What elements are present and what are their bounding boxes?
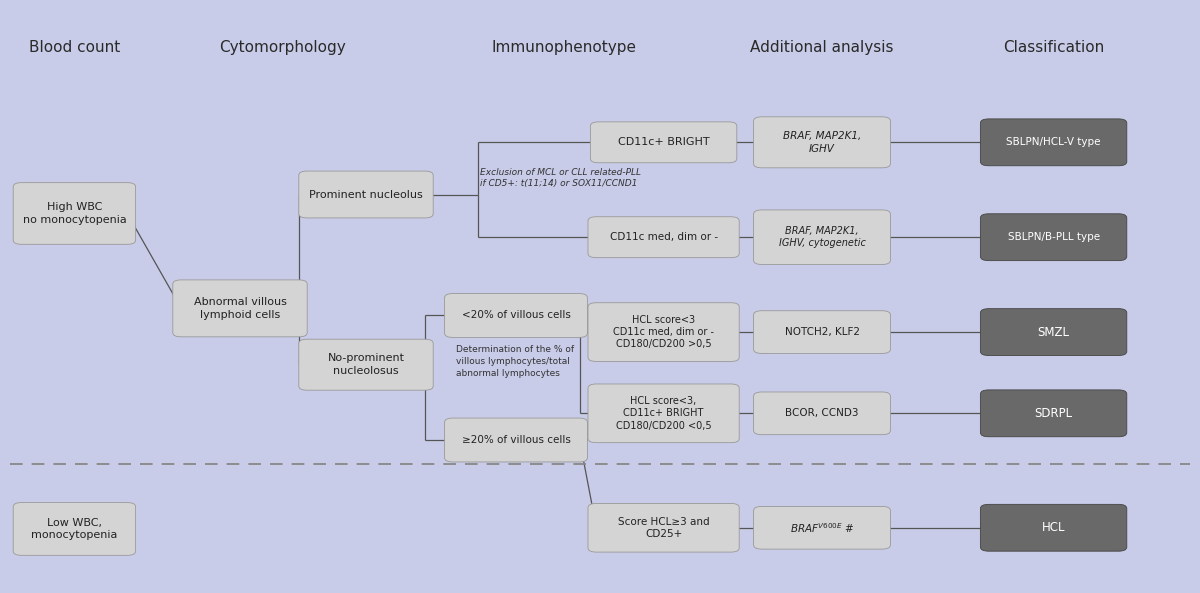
Text: Blood count: Blood count bbox=[29, 40, 120, 55]
Text: Determination of the % of
villous lymphocytes/total
abnormal lymphocytes: Determination of the % of villous lympho… bbox=[456, 346, 574, 378]
Text: NOTCH2, KLF2: NOTCH2, KLF2 bbox=[785, 327, 859, 337]
Text: SMZL: SMZL bbox=[1038, 326, 1069, 339]
FancyBboxPatch shape bbox=[754, 210, 890, 264]
Text: Additional analysis: Additional analysis bbox=[750, 40, 894, 55]
FancyBboxPatch shape bbox=[754, 506, 890, 549]
Text: $\it{BRAF}$$^{\it{V600E}}$ #: $\it{BRAF}$$^{\it{V600E}}$ # bbox=[790, 521, 854, 535]
Text: BRAF, MAP2K1,
IGHV: BRAF, MAP2K1, IGHV bbox=[782, 131, 862, 154]
Text: No-prominent
nucleolosus: No-prominent nucleolosus bbox=[328, 353, 404, 376]
Text: ≥20% of villous cells: ≥20% of villous cells bbox=[462, 435, 570, 445]
FancyBboxPatch shape bbox=[980, 504, 1127, 551]
FancyBboxPatch shape bbox=[754, 117, 890, 168]
FancyBboxPatch shape bbox=[588, 216, 739, 257]
FancyBboxPatch shape bbox=[173, 280, 307, 337]
FancyBboxPatch shape bbox=[299, 339, 433, 390]
FancyBboxPatch shape bbox=[13, 503, 136, 555]
FancyBboxPatch shape bbox=[754, 311, 890, 353]
Text: <20% of villous cells: <20% of villous cells bbox=[462, 311, 570, 320]
FancyBboxPatch shape bbox=[13, 183, 136, 244]
Text: BCOR, CCND3: BCOR, CCND3 bbox=[785, 409, 859, 418]
Text: CD11c+ BRIGHT: CD11c+ BRIGHT bbox=[618, 138, 709, 147]
FancyBboxPatch shape bbox=[980, 119, 1127, 165]
FancyBboxPatch shape bbox=[299, 171, 433, 218]
Text: Immunophenotype: Immunophenotype bbox=[492, 40, 636, 55]
FancyBboxPatch shape bbox=[139, 0, 426, 593]
Text: High WBC
no monocytopenia: High WBC no monocytopenia bbox=[23, 202, 126, 225]
FancyBboxPatch shape bbox=[413, 0, 715, 593]
Text: Prominent nucleolus: Prominent nucleolus bbox=[310, 190, 422, 199]
FancyBboxPatch shape bbox=[980, 214, 1127, 261]
Text: SBLPN/HCL-V type: SBLPN/HCL-V type bbox=[1007, 138, 1100, 147]
FancyBboxPatch shape bbox=[445, 418, 588, 462]
Text: Cytomorphology: Cytomorphology bbox=[218, 40, 346, 55]
Text: SBLPN/B-PLL type: SBLPN/B-PLL type bbox=[1008, 232, 1099, 242]
Text: HCL score<3
CD11c med, dim or -
CD180/CD200 >0,5: HCL score<3 CD11c med, dim or - CD180/CD… bbox=[613, 315, 714, 349]
FancyBboxPatch shape bbox=[930, 0, 1200, 593]
FancyBboxPatch shape bbox=[754, 392, 890, 435]
FancyBboxPatch shape bbox=[445, 294, 588, 337]
Text: Abnormal villous
lymphoid cells: Abnormal villous lymphoid cells bbox=[193, 297, 287, 320]
Text: HCL score<3,
CD11c+ BRIGHT
CD180/CD200 <0,5: HCL score<3, CD11c+ BRIGHT CD180/CD200 <… bbox=[616, 396, 712, 431]
Text: BRAF, MAP2K1,
IGHV, cytogenetic: BRAF, MAP2K1, IGHV, cytogenetic bbox=[779, 226, 865, 248]
Text: Classification: Classification bbox=[1003, 40, 1104, 55]
FancyBboxPatch shape bbox=[590, 122, 737, 163]
FancyBboxPatch shape bbox=[588, 384, 739, 442]
Text: Score HCL≥3 and
CD25+: Score HCL≥3 and CD25+ bbox=[618, 517, 709, 539]
FancyBboxPatch shape bbox=[702, 0, 944, 593]
FancyBboxPatch shape bbox=[588, 503, 739, 552]
Text: CD11c med, dim or -: CD11c med, dim or - bbox=[610, 232, 718, 242]
Text: SDRPL: SDRPL bbox=[1034, 407, 1073, 420]
FancyBboxPatch shape bbox=[0, 0, 154, 593]
FancyBboxPatch shape bbox=[980, 308, 1127, 356]
FancyBboxPatch shape bbox=[980, 390, 1127, 436]
Text: Exclusion of MCL or CLL related-PLL
if CD5+: t(11;14) or SOX11/CCND1: Exclusion of MCL or CLL related-PLL if C… bbox=[480, 167, 641, 189]
Text: HCL: HCL bbox=[1042, 521, 1066, 534]
Text: Low WBC,
monocytopenia: Low WBC, monocytopenia bbox=[31, 518, 118, 540]
FancyBboxPatch shape bbox=[588, 302, 739, 361]
